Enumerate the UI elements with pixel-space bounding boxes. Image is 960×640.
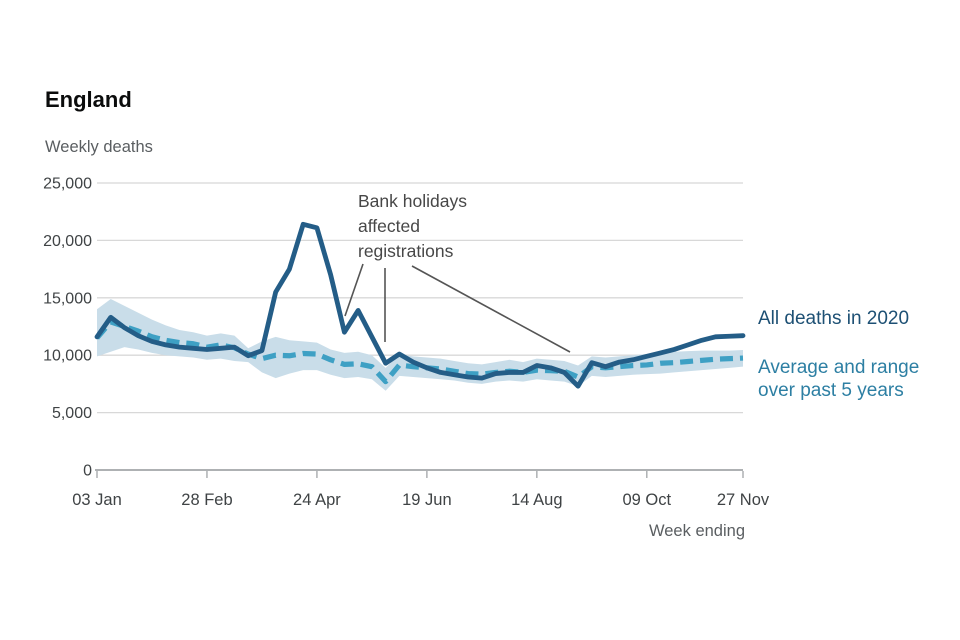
- annotation-line-1: Bank holidays: [358, 191, 467, 211]
- legend: All deaths in 2020 Average and range ove…: [758, 308, 919, 401]
- annotation-text: Bank holidays affected registrations: [358, 191, 467, 261]
- x-axis-tick-label: 09 Oct: [622, 491, 671, 509]
- y-axis-tick-label: 20,000: [43, 233, 92, 250]
- x-axis-tick-label: 27 Nov: [717, 491, 770, 509]
- legend-label-all-deaths-2020: All deaths in 2020: [758, 308, 909, 329]
- x-axis-tick-label: 19 Jun: [402, 491, 452, 509]
- series-line-all-deaths-2020: [94, 221, 746, 389]
- x-axis-tick-label: 28 Feb: [181, 491, 232, 509]
- x-axis-tick-label: 14 Aug: [511, 491, 562, 509]
- y-axis-tick-label: 0: [83, 463, 92, 480]
- annotation-line-2: affected: [358, 216, 420, 236]
- annotation-leader-lines: [344, 263, 571, 353]
- y-axis-tick-label: 25,000: [43, 176, 92, 193]
- y-axis-tick-labels: 25,000 20,000 15,000 10,000 5,000 0: [43, 176, 92, 480]
- legend-label-average-range-line1: Average and range: [758, 357, 919, 378]
- annotation-leader-line: [344, 263, 364, 317]
- chart-title: England: [45, 87, 132, 112]
- y-axis-tick-label: 15,000: [43, 290, 92, 307]
- x-axis: [95, 469, 744, 478]
- x-axis-tick-label: 24 Apr: [293, 491, 341, 509]
- x-axis-title: Week ending: [649, 522, 745, 540]
- gridlines: [97, 182, 743, 414]
- annotation-line-3: registrations: [358, 241, 454, 261]
- x-axis-tick-labels: 03 Jan 28 Feb 24 Apr 19 Jun 14 Aug 09 Oct 27 N…: [72, 491, 770, 509]
- five-year-range-band: [97, 298, 743, 391]
- legend-label-average-range-line2: over past 5 years: [758, 380, 904, 401]
- x-axis-tick-label: 03 Jan: [72, 491, 122, 509]
- annotation-leader-line: [411, 265, 571, 353]
- y-axis-tick-label: 5,000: [52, 405, 92, 422]
- y-axis-title: Weekly deaths: [45, 138, 153, 156]
- y-axis-tick-label: 10,000: [43, 348, 92, 365]
